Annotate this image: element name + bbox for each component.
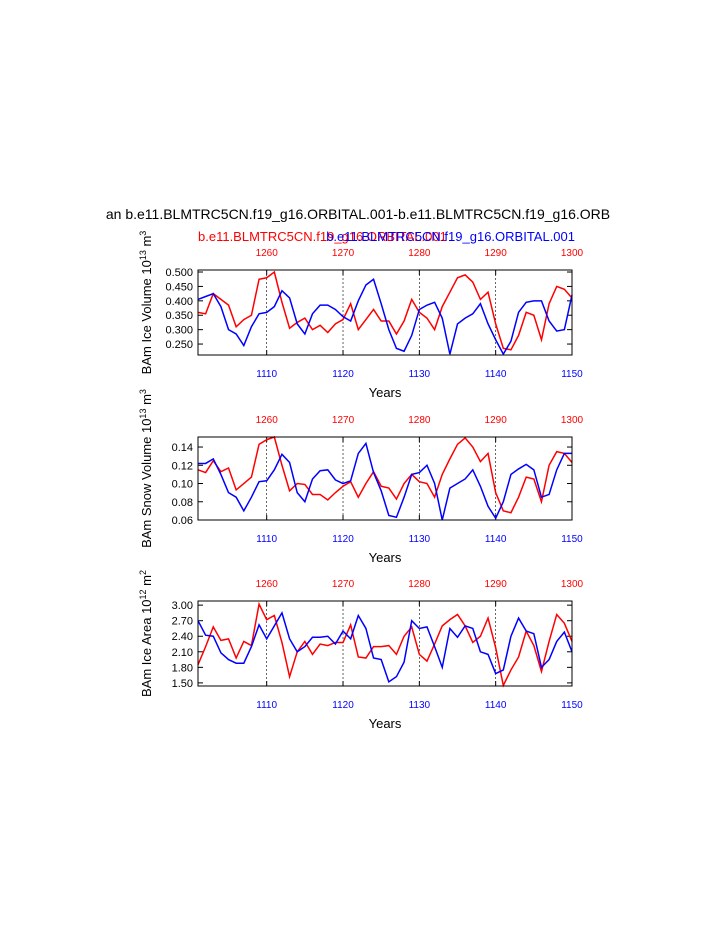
- x2-tick-label: 1280: [408, 415, 431, 426]
- y-axis-title-part: 12: [138, 589, 148, 599]
- y-axis-title-part: 13: [138, 409, 148, 419]
- data-line: [197, 277, 573, 356]
- y-tick-label: 0.14: [172, 442, 193, 454]
- x2-tick-label: 1290: [485, 248, 508, 259]
- x2-tick-label: 1260: [256, 415, 279, 426]
- x2-tick-label: 1270: [332, 415, 355, 426]
- x-tick-label: 1110: [256, 369, 277, 380]
- y-tick-label: 0.06: [172, 515, 193, 527]
- x2-tick-label: 1280: [408, 579, 431, 590]
- y-tick-label: 0.400: [165, 296, 193, 308]
- x2-tick-label: 1260: [256, 579, 279, 590]
- x-axis-title: Years: [369, 385, 402, 400]
- x-axis-title: Years: [369, 716, 402, 731]
- y-axis-title: BAm Snow Volume 1013 m3: [138, 389, 154, 548]
- y-tick-label: 2.70: [172, 616, 193, 628]
- y-axis-title: BAm Ice Area 1012 m2: [138, 570, 154, 697]
- legend-entry: b.e11.BLMTRC5CN.f19_g16.ORBITAL.001: [198, 229, 447, 244]
- x-tick-label: 1140: [485, 700, 507, 711]
- x-tick-label: 1120: [332, 534, 354, 545]
- y-tick-label: 0.300: [165, 325, 193, 337]
- y-axis-title-part: m: [139, 394, 154, 408]
- y-tick-label: 1.50: [172, 678, 193, 690]
- plot-frame: [197, 436, 573, 521]
- x2-tick-label: 1280: [408, 248, 431, 259]
- x-tick-label: 1120: [332, 369, 354, 380]
- y-axis-title-part: 3: [138, 231, 148, 236]
- x-tick-label: 1110: [256, 700, 277, 711]
- x2-tick-label: 1300: [561, 248, 584, 259]
- data-line: [198, 441, 572, 521]
- y-axis-title-part: 3: [138, 389, 148, 394]
- y-axis-title-part: 13: [138, 250, 148, 260]
- x-tick-label: 1150: [561, 700, 583, 711]
- y-tick-label: 2.10: [172, 647, 193, 659]
- data-line: [197, 601, 573, 688]
- x-tick-label: 1110: [256, 534, 277, 545]
- y-tick-label: 1.80: [172, 662, 193, 674]
- plot-frame: [197, 600, 573, 687]
- x2-tick-label: 1260: [256, 248, 279, 259]
- y-axis-title: BAm Ice Volume 1013 m3: [138, 231, 154, 375]
- y-tick-label: 2.40: [172, 631, 193, 643]
- x-axis-title: Years: [369, 550, 402, 565]
- y-axis-title-part: 2: [138, 570, 148, 575]
- x-tick-label: 1120: [332, 700, 354, 711]
- y-axis-title-part: BAm Ice Volume 10: [139, 260, 154, 374]
- x-tick-label: 1130: [409, 700, 431, 711]
- y-axis-title-part: BAm Ice Area 10: [139, 599, 154, 697]
- y-axis-title-part: m: [139, 575, 154, 589]
- x-tick-label: 1140: [485, 369, 507, 380]
- x2-tick-label: 1300: [561, 415, 584, 426]
- data-line: [197, 436, 573, 514]
- y-tick-label: 0.500: [165, 267, 193, 279]
- chart-title: an b.e11.BLMTRC5CN.f19_g16.ORBITAL.001-b…: [106, 206, 610, 222]
- y-tick-label: 0.250: [165, 339, 193, 351]
- x-tick-label: 1150: [561, 369, 583, 380]
- y-tick-label: 0.450: [165, 281, 193, 293]
- y-axis-title-part: BAm Snow Volume 10: [139, 419, 154, 548]
- x2-tick-label: 1270: [332, 579, 355, 590]
- x2-tick-label: 1290: [485, 579, 508, 590]
- x2-tick-label: 1300: [561, 579, 584, 590]
- x-tick-label: 1140: [485, 534, 507, 545]
- y-tick-label: 0.12: [172, 460, 193, 472]
- data-line: [197, 611, 573, 684]
- y-tick-label: 3.00: [172, 600, 193, 612]
- x-tick-label: 1150: [561, 534, 583, 545]
- x2-tick-label: 1290: [485, 415, 508, 426]
- y-tick-label: 0.10: [172, 479, 193, 491]
- data-line: [197, 270, 573, 351]
- x2-tick-label: 1270: [332, 248, 355, 259]
- y-tick-label: 0.08: [172, 497, 193, 509]
- x-tick-label: 1130: [409, 369, 431, 380]
- y-tick-label: 0.350: [165, 310, 193, 322]
- x-tick-label: 1130: [409, 534, 431, 545]
- legend-entry: b.e11.BLMTRC5CN.f19_g16.ORBITAL.001: [326, 229, 575, 244]
- plot-frame: [197, 269, 573, 356]
- y-axis-title-part: m: [139, 236, 154, 250]
